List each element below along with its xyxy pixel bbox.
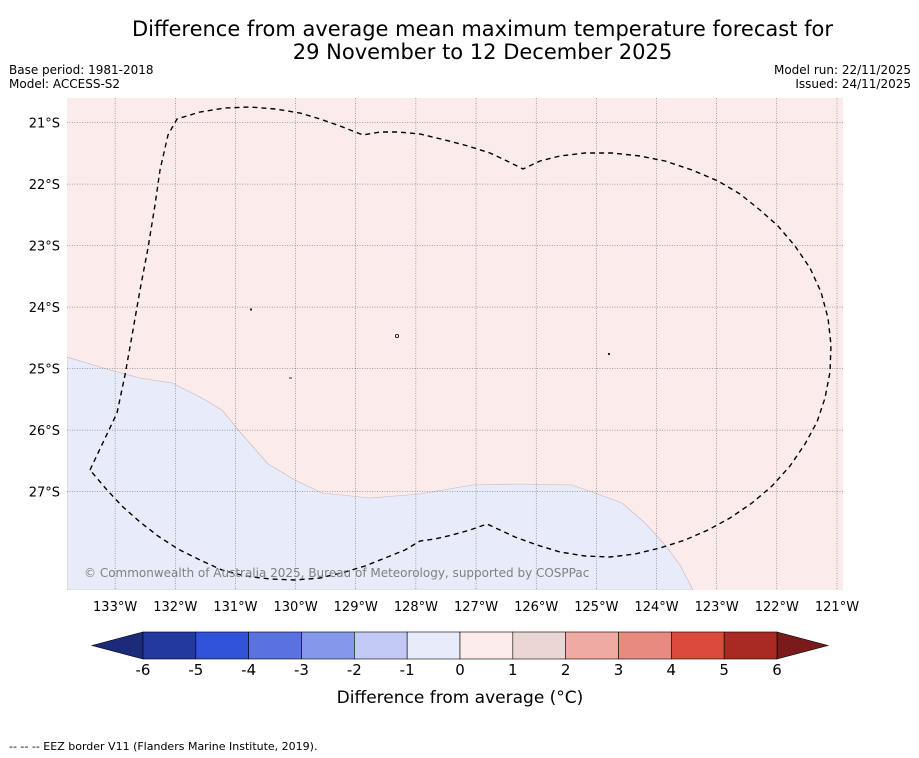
colorbar-tick-label: 0 — [455, 661, 465, 679]
longitude-label: 129°W — [334, 600, 378, 615]
latitude-label: 23°S — [29, 240, 60, 255]
longitude-label: 125°W — [574, 600, 618, 615]
colorbar-swatch — [301, 631, 355, 660]
longitude-label: 124°W — [634, 600, 678, 615]
colorbar-tick-label: -3 — [294, 661, 309, 679]
colorbar-swatch — [195, 631, 249, 660]
colorbar-swatch — [354, 631, 408, 660]
latitude-label: 25°S — [29, 363, 60, 378]
map-title: Difference from average mean maximum tem… — [80, 18, 885, 64]
map-frame — [67, 98, 843, 590]
colorbar-tick-label: -6 — [135, 661, 151, 679]
map-title-line1: Difference from average mean maximum tem… — [132, 17, 833, 41]
latitude-label: 21°S — [29, 117, 60, 132]
colorbar-tick-label: -5 — [188, 661, 204, 679]
longitude-label: 131°W — [213, 600, 257, 615]
colorbar — [90, 631, 830, 660]
colorbar-tick-label: 5 — [719, 661, 729, 679]
eez-border — [89, 106, 832, 581]
colorbar-tick-label: 4 — [666, 661, 677, 679]
colorbar-title: Difference from average (°C) — [336, 688, 584, 708]
longitude-label: 127°W — [454, 600, 498, 615]
latitude-labels: 21°S 22°S 23°S 24°S 25°S 26°S 27°S — [29, 117, 60, 501]
colorbar-swatch — [406, 631, 461, 660]
longitude-label: 130°W — [274, 600, 318, 615]
copyright-notice: © Commonwealth of Australia 2025, Bureau… — [84, 566, 589, 580]
graticule — [67, 98, 843, 590]
island-marker — [394, 333, 399, 338]
latitude-label: 26°S — [29, 424, 60, 439]
colorbar-tick-label: 1 — [508, 661, 518, 679]
latitude-label: 22°S — [29, 178, 60, 193]
longitude-label: 132°W — [153, 600, 197, 615]
meta-right: Model run: 22/11/2025 Issued: 24/11/2025 — [774, 63, 911, 91]
longitude-label: 128°W — [394, 600, 438, 615]
island-marker — [249, 308, 253, 311]
colorbar-swatch — [565, 631, 619, 660]
longitude-label: 126°W — [514, 600, 558, 615]
islands — [249, 308, 611, 379]
colorbar-swatch — [618, 631, 672, 660]
colorbar-tick-label: -1 — [399, 661, 415, 679]
colorbar-swatch — [459, 631, 514, 660]
colorbar-tick-label: 3 — [613, 661, 624, 679]
colorbar-swatch — [512, 631, 566, 660]
latitude-label: 27°S — [29, 486, 60, 501]
base-period-label: Base period: 1981-2018 — [9, 63, 154, 77]
meta-left: Base period: 1981-2018 Model: ACCESS-S2 — [9, 63, 154, 91]
colorbar-swatch — [248, 631, 302, 660]
colorbar-tick-label: -4 — [241, 661, 257, 679]
cool-anomaly-area — [67, 356, 694, 590]
colorbar-over-arrow — [776, 631, 830, 660]
island-marker — [607, 352, 611, 356]
colorbar-tick-label: 2 — [560, 661, 571, 679]
colorbar-tick-label: -2 — [346, 661, 362, 679]
model-label: Model: ACCESS-S2 — [9, 77, 121, 91]
map-title-line2: 29 November to 12 December 2025 — [292, 40, 673, 64]
colorbar-swatch — [671, 631, 725, 660]
longitude-label: 123°W — [695, 600, 739, 615]
model-run-label: Model run: 22/11/2025 — [773, 63, 911, 77]
eez-legend: -- -- -- EEZ border V11 (Flanders Marine… — [9, 740, 318, 753]
longitude-label: 121°W — [815, 600, 859, 615]
issued-label: Issued: 24/11/2025 — [795, 77, 911, 91]
longitude-labels: 133°W 132°W 131°W 130°W 129°W 128°W 127°W 126°W… — [93, 600, 859, 615]
colorbar-swatch — [142, 631, 197, 660]
colorbar-swatch — [723, 631, 778, 660]
longitude-label: 133°W — [93, 600, 137, 615]
longitude-label: 122°W — [755, 600, 799, 615]
latitude-label: 24°S — [29, 301, 60, 316]
colorbar-under-arrow — [90, 631, 144, 660]
colorbar-tick-label: 6 — [772, 661, 782, 679]
